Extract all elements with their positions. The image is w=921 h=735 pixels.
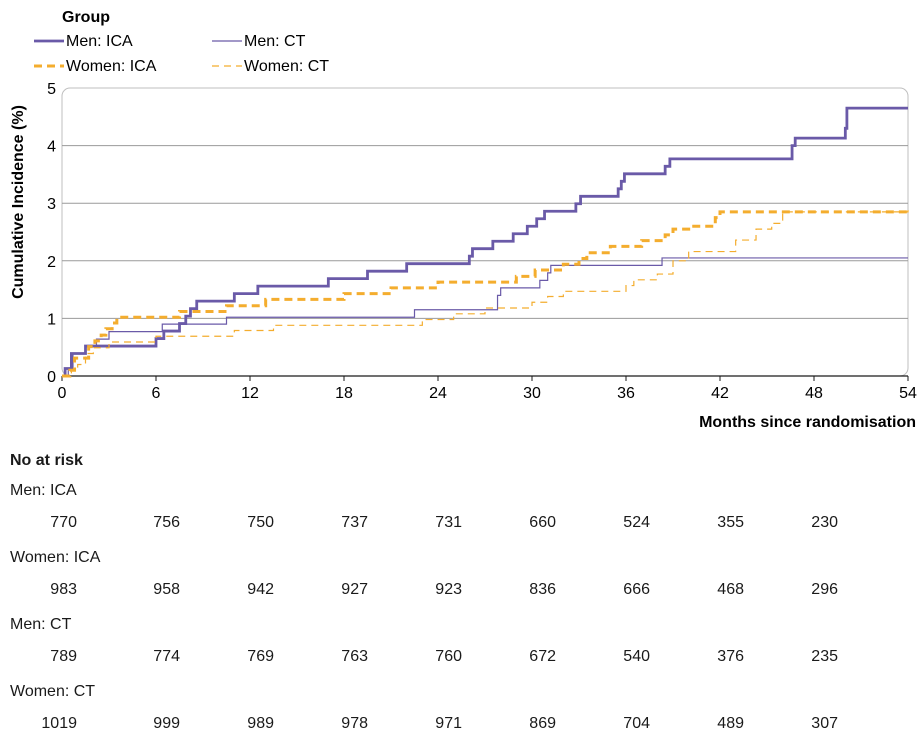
at-risk-value: 971 (435, 715, 462, 732)
x-tick-label: 12 (241, 385, 259, 402)
at-risk-value: 660 (529, 514, 556, 531)
series-men-ct (62, 257, 908, 377)
at-risk-row: 770 756 750 737 731 660 524 355 230 (0, 514, 921, 534)
y-axis-label: Cumulative Incidence (%) (10, 105, 27, 299)
at-risk-value: 763 (341, 648, 368, 665)
y-tick-label: 1 (47, 311, 56, 328)
incidence-chart: Group Men: ICA Men: CT Women: ICA Women: CT… (10, 9, 917, 431)
legend-label: Women: CT (244, 58, 329, 75)
at-risk-row: 1019 999 989 978 971 869 704 489 307 (0, 715, 921, 735)
legend: Men: ICA Men: CT Women: ICA Women: CT (34, 33, 329, 75)
at-risk-value: 296 (811, 581, 838, 598)
at-risk-value: 869 (529, 715, 556, 732)
at-risk-group-label: Men: ICA (10, 482, 77, 499)
at-risk-value: 376 (717, 648, 744, 665)
at-risk-value: 978 (341, 715, 368, 732)
x-tick-label: 24 (429, 385, 447, 402)
at-risk-value: 230 (811, 514, 838, 531)
x-tick-label: 36 (617, 385, 635, 402)
at-risk-value: 524 (623, 514, 650, 531)
at-risk-value: 789 (50, 648, 77, 665)
y-tick-label: 3 (47, 196, 56, 213)
at-risk-value: 999 (153, 715, 180, 732)
at-risk-value: 672 (529, 648, 556, 665)
at-risk-value: 731 (435, 514, 462, 531)
at-risk-value: 983 (50, 581, 77, 598)
at-risk-group-label: Women: ICA (10, 549, 101, 566)
x-tick-label: 42 (711, 385, 729, 402)
y-tick-label: 5 (47, 81, 56, 98)
y-tick-label: 4 (47, 139, 56, 156)
at-risk-value: 1019 (41, 715, 77, 732)
at-risk-value: 989 (247, 715, 274, 732)
series-women-ica (62, 210, 908, 378)
x-tick-label: 54 (899, 385, 917, 402)
at-risk-group-label: Women: CT (10, 683, 96, 700)
at-risk-value: 704 (623, 715, 650, 732)
at-risk-value: 307 (811, 715, 838, 732)
legend-label: Men: ICA (66, 33, 133, 50)
at-risk-value: 540 (623, 648, 650, 665)
at-risk-value: 760 (435, 648, 462, 665)
at-risk-group-label: Men: CT (10, 616, 72, 633)
x-tick-label: 30 (523, 385, 541, 402)
legend-title: Group (62, 9, 110, 26)
legend-label: Men: CT (244, 33, 306, 50)
y-tick-label: 0 (47, 369, 56, 386)
at-risk-value: 235 (811, 648, 838, 665)
at-risk-value: 923 (435, 581, 462, 598)
x-tick-label: 48 (805, 385, 823, 402)
at-risk-value: 769 (247, 648, 274, 665)
at-risk-value: 927 (341, 581, 368, 598)
at-risk-value: 750 (247, 514, 274, 531)
x-tick-label: 0 (58, 385, 67, 402)
at-risk-value: 770 (50, 514, 77, 531)
plot-frame (61, 87, 909, 377)
series-men-ica (62, 106, 908, 378)
x-axis-label: Months since randomisation (699, 414, 916, 431)
at-risk-row: 983 958 942 927 923 836 666 468 296 (0, 581, 921, 601)
at-risk-value: 666 (623, 581, 650, 598)
series-women-ct (62, 210, 909, 377)
y-tick-label: 2 (47, 254, 56, 271)
at-risk-value: 737 (341, 514, 368, 531)
at-risk-row: 789 774 769 763 760 672 540 376 235 (0, 648, 921, 668)
at-risk-value: 774 (153, 648, 180, 665)
at-risk-value: 355 (717, 514, 744, 531)
at-risk-value: 942 (247, 581, 274, 598)
at-risk-value: 836 (529, 581, 556, 598)
at-risk-title: No at risk (10, 452, 83, 469)
at-risk-value: 468 (717, 581, 744, 598)
at-risk-value: 756 (153, 514, 180, 531)
at-risk-value: 489 (717, 715, 744, 732)
x-tick-label: 18 (335, 385, 353, 402)
x-tick-label: 6 (152, 385, 161, 402)
at-risk-value: 958 (153, 581, 180, 598)
legend-label: Women: ICA (66, 58, 157, 75)
